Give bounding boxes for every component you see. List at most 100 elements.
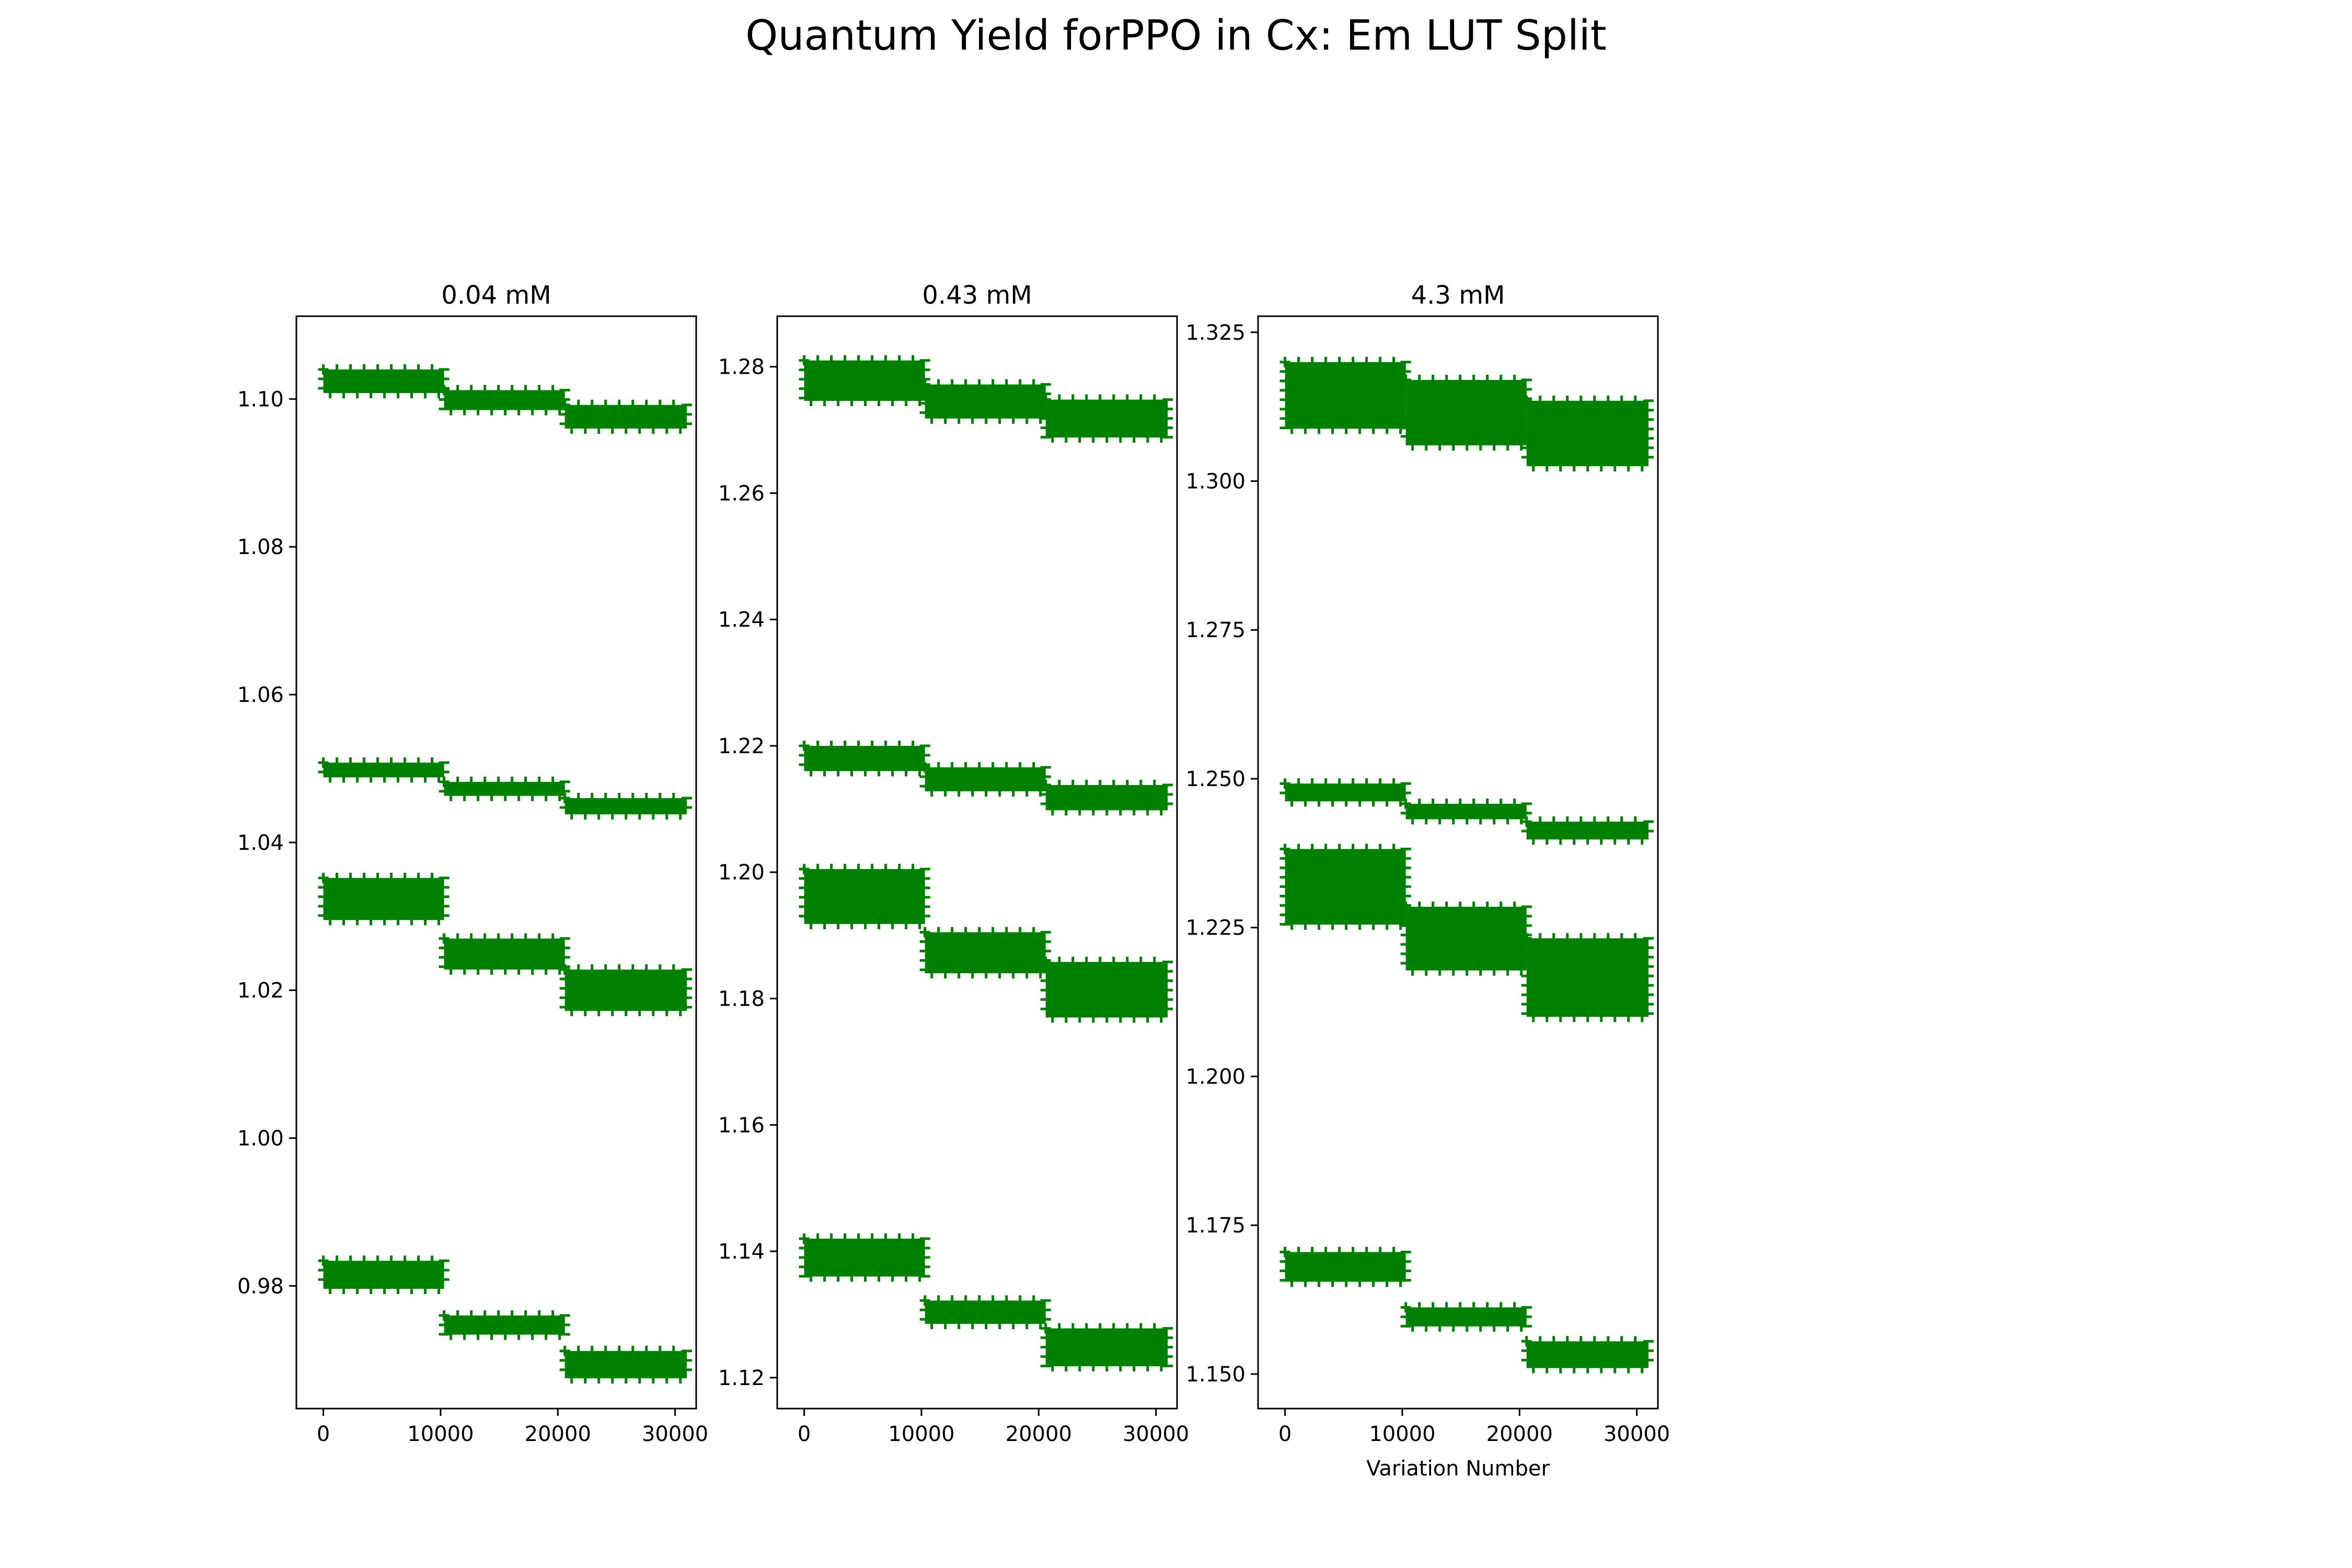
data-cluster (1521, 816, 1654, 845)
y-tick-label: 1.150 (1185, 1363, 1246, 1387)
axes-frame (776, 315, 1178, 1410)
data-cluster (1521, 395, 1654, 472)
data-cluster (1279, 1247, 1411, 1287)
figure-title: Quantum Yield forPPO in Cx: Em LUT Split (745, 11, 1606, 60)
plus-markers (1040, 394, 1173, 443)
cluster-band (1405, 379, 1527, 446)
subplot-title: 4.3 mM (1411, 281, 1505, 310)
y-tick-label: 1.14 (718, 1240, 765, 1264)
data-cluster (799, 863, 930, 929)
plus-markers (1521, 1336, 1654, 1374)
plus-markers (1279, 778, 1411, 807)
data-cluster (919, 762, 1051, 797)
x-tick-label: 20000 (525, 1422, 591, 1446)
cluster-band (1526, 400, 1649, 467)
data-cluster (799, 355, 930, 406)
y-tick-label: 1.12 (718, 1366, 765, 1390)
y-tick-label: 1.28 (718, 355, 765, 379)
cluster-band (1045, 1328, 1168, 1367)
plus-markers (559, 964, 693, 1017)
plus-markers (1279, 1247, 1411, 1287)
plus-markers (799, 355, 930, 406)
y-tick-label: 1.26 (718, 481, 765, 505)
data-series (799, 355, 1173, 1372)
cluster-band (1405, 906, 1527, 971)
plus-markers (1279, 356, 1411, 434)
y-tick-label: 1.00 (237, 1126, 284, 1150)
data-cluster (559, 399, 693, 434)
data-cluster (799, 740, 930, 777)
data-cluster (1279, 356, 1411, 434)
subplot-1: 0.04 mM 0 10000 20000 30000 0.98 1.00 1.02 1.04 1… (237, 281, 708, 1446)
x-tick-label: 0 (798, 1422, 811, 1446)
plus-markers (799, 740, 930, 777)
plus-markers (1400, 798, 1532, 825)
x-tick-label: 10000 (407, 1422, 474, 1446)
data-cluster (559, 964, 693, 1017)
plus-markers (1040, 956, 1173, 1023)
plus-markers (1521, 933, 1654, 1022)
data-cluster (318, 364, 449, 399)
data-cluster (439, 1310, 570, 1340)
data-cluster (318, 1255, 449, 1294)
data-cluster (439, 776, 570, 801)
cluster-band (1285, 362, 1406, 429)
plus-markers (1400, 901, 1532, 976)
subplot-3: 4.3 mM 0 10000 20000 30000 1.150 1.175 1.200 1.2… (1185, 281, 1670, 1481)
plus-markers (1040, 1323, 1173, 1372)
axes-frame (1257, 315, 1659, 1410)
cluster-band (925, 932, 1046, 974)
data-cluster (919, 379, 1051, 424)
plus-markers (799, 863, 930, 929)
plus-markers (799, 1233, 930, 1282)
y-tick-label: 1.16 (718, 1113, 765, 1137)
data-cluster (318, 757, 449, 783)
y-tick-label: 0.98 (237, 1274, 284, 1298)
cluster-band (1045, 962, 1168, 1018)
data-cluster (1040, 1323, 1173, 1372)
data-cluster (559, 1345, 693, 1384)
subplot-title: 0.04 mM (441, 281, 551, 310)
plus-markers (439, 1310, 570, 1340)
cluster-band (564, 970, 687, 1011)
data-cluster (919, 1295, 1051, 1330)
plus-markers (318, 757, 449, 783)
y-tick-label: 1.275 (1185, 618, 1246, 642)
plus-markers (1400, 374, 1532, 451)
data-cluster (1400, 798, 1532, 825)
data-cluster (1040, 956, 1173, 1023)
data-cluster (1400, 374, 1532, 451)
cluster-band (323, 878, 444, 920)
y-tick-label: 1.20 (718, 861, 765, 885)
axes-frame (295, 315, 697, 1410)
plus-markers (919, 762, 1051, 797)
y-tick-label: 1.24 (718, 608, 765, 632)
data-cluster (439, 385, 570, 416)
y-tick-label: 1.04 (237, 831, 284, 855)
plus-markers (919, 1295, 1051, 1330)
plus-markers (559, 1345, 693, 1384)
plus-markers (1279, 844, 1411, 930)
y-tick-label: 1.250 (1185, 767, 1246, 791)
plus-markers (318, 1255, 449, 1294)
plus-markers (439, 776, 570, 801)
plus-markers (559, 399, 693, 434)
plus-markers (919, 927, 1051, 979)
data-cluster (1040, 394, 1173, 443)
cluster-band (804, 360, 925, 401)
plus-markers (1400, 1302, 1532, 1332)
x-tick-label: 30000 (1604, 1422, 1670, 1446)
data-cluster (1521, 933, 1654, 1022)
plus-markers (318, 364, 449, 399)
plus-markers (559, 792, 693, 820)
cluster-band (925, 384, 1046, 419)
data-cluster (919, 927, 1051, 979)
y-tick-label: 1.175 (1185, 1214, 1246, 1238)
y-tick-label: 1.325 (1185, 321, 1246, 345)
data-cluster (559, 792, 693, 820)
plus-markers (439, 933, 570, 975)
x-tick-label: 10000 (888, 1422, 954, 1446)
data-series (1279, 356, 1654, 1374)
x-tick-label: 0 (317, 1422, 330, 1446)
